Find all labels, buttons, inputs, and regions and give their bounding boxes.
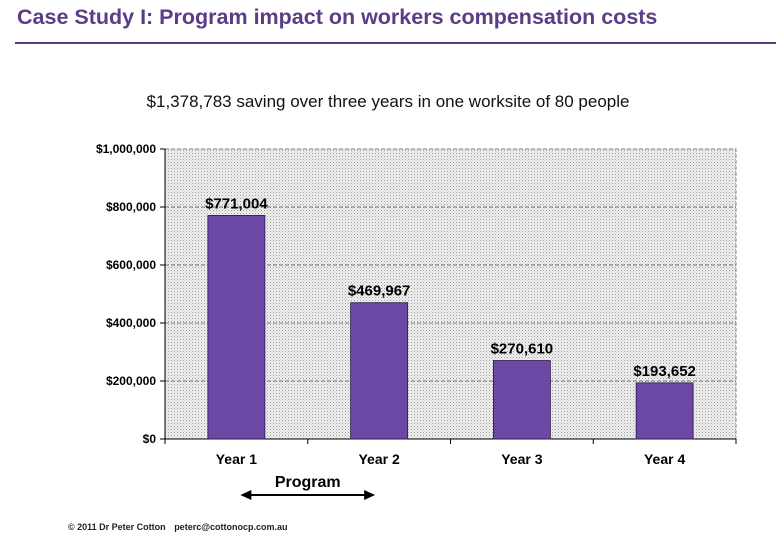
data-label: $469,967 — [348, 283, 411, 300]
y-tick-label: $600,000 — [106, 258, 156, 272]
bar — [350, 302, 409, 440]
x-tick-label: Year 4 — [644, 451, 685, 467]
footer-email: peterc@cottonocp.com.au — [174, 522, 288, 532]
program-arrow-left-head — [240, 490, 252, 500]
data-label: $771,004 — [205, 195, 268, 212]
chart-title: $1,378,783 saving over three years in on… — [146, 92, 630, 111]
x-tick-label: Year 3 — [501, 451, 542, 467]
bar — [207, 215, 266, 440]
title-divider — [15, 42, 776, 44]
program-arrow-right-head — [364, 490, 376, 500]
data-label: $270,610 — [491, 341, 554, 358]
slide-title: Case Study I: Program impact on workers … — [17, 5, 658, 29]
program-annotation-label: Program — [275, 474, 341, 491]
bar — [492, 360, 551, 440]
x-tick-label: Year 2 — [358, 451, 399, 467]
y-tick-label: $0 — [143, 432, 157, 446]
y-tick-label: $200,000 — [106, 374, 156, 388]
y-tick-label: $800,000 — [106, 200, 156, 214]
footer: © 2011 Dr Peter Cotton peterc@cottonocp.… — [68, 522, 293, 532]
y-tick-label: $400,000 — [106, 316, 156, 330]
y-tick-label: $1,000,000 — [96, 142, 156, 156]
data-label: $193,652 — [633, 363, 696, 380]
bar — [635, 382, 694, 440]
footer-copyright: © 2011 Dr Peter Cotton — [68, 522, 166, 532]
x-tick-label: Year 1 — [216, 451, 257, 467]
